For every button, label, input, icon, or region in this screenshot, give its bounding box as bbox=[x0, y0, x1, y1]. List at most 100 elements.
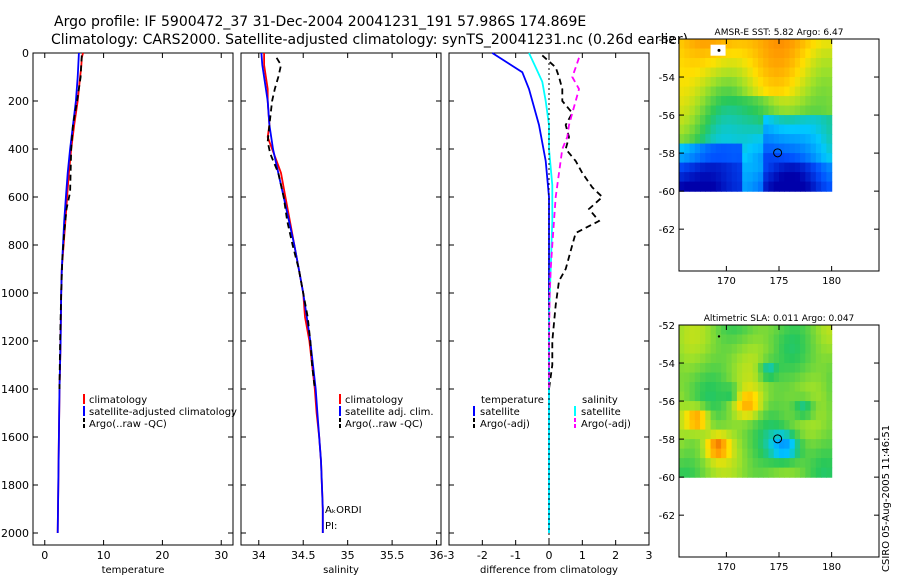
x-tick-label: 180 bbox=[822, 276, 841, 287]
heatmap-cell bbox=[779, 77, 785, 88]
heatmap-cell bbox=[747, 172, 754, 183]
heatmap-cell bbox=[821, 420, 827, 431]
heatmap-cell bbox=[784, 448, 791, 459]
heatmap-cell bbox=[800, 105, 806, 116]
heatmap-cell bbox=[757, 467, 764, 478]
heatmap-cell bbox=[736, 124, 743, 135]
heatmap-cell bbox=[768, 162, 775, 173]
heatmap-cell bbox=[789, 134, 796, 145]
heatmap-cell bbox=[794, 439, 801, 450]
heatmap-cell bbox=[742, 410, 749, 421]
heatmap-cell bbox=[742, 372, 749, 383]
heatmap-cell bbox=[789, 344, 796, 355]
heatmap-cell bbox=[757, 458, 764, 469]
heatmap-cell bbox=[763, 105, 770, 116]
heatmap-cell bbox=[726, 67, 733, 78]
x-tick-label: 0 bbox=[546, 549, 553, 562]
heatmap-cell bbox=[810, 162, 817, 173]
heatmap-cell bbox=[794, 391, 801, 402]
heatmap-cell bbox=[805, 372, 812, 383]
heatmap-cell bbox=[684, 172, 691, 183]
heatmap-cell bbox=[763, 124, 770, 135]
heatmap-cell bbox=[805, 458, 812, 469]
heatmap-cell bbox=[736, 410, 743, 421]
heatmap-cell bbox=[726, 58, 733, 69]
heatmap-cell bbox=[815, 77, 822, 88]
heatmap-cell bbox=[721, 429, 727, 440]
heatmap-cell bbox=[821, 410, 827, 421]
heatmap-cell bbox=[794, 48, 801, 59]
heatmap-cell bbox=[715, 458, 722, 469]
heatmap-cell bbox=[700, 401, 706, 412]
heatmap-cell bbox=[800, 325, 806, 336]
heatmap-cell bbox=[805, 77, 812, 88]
heatmap-cell bbox=[810, 363, 817, 374]
heatmap-cell bbox=[694, 429, 701, 440]
heatmap-cell bbox=[789, 77, 796, 88]
heatmap-cell bbox=[815, 86, 822, 97]
heatmap-cell bbox=[826, 382, 833, 393]
heatmap-cell bbox=[784, 467, 791, 478]
heatmap-cell bbox=[821, 105, 827, 116]
heatmap-cell bbox=[731, 439, 738, 450]
heatmap-cell bbox=[757, 391, 764, 402]
heatmap-cell bbox=[726, 115, 733, 126]
heatmap-cell bbox=[684, 325, 691, 336]
heatmap-cell bbox=[694, 344, 701, 355]
heatmap-cell bbox=[684, 448, 691, 459]
heatmap-cell bbox=[736, 429, 743, 440]
heatmap-cell bbox=[679, 67, 685, 78]
heatmap-cell bbox=[689, 353, 696, 364]
heatmap-cell bbox=[768, 410, 775, 421]
heatmap-cell bbox=[715, 420, 722, 431]
heatmap-cell bbox=[752, 115, 759, 126]
heatmap-cell bbox=[794, 458, 801, 469]
heatmap-cell bbox=[705, 124, 712, 135]
heatmap-cell bbox=[805, 124, 812, 135]
x-tick-label: 30 bbox=[214, 549, 228, 562]
x-tick-label: 20 bbox=[155, 549, 169, 562]
heatmap-cell bbox=[763, 67, 770, 78]
heatmap-cell bbox=[789, 39, 796, 50]
heatmap-cell bbox=[821, 86, 827, 97]
heatmap-cell bbox=[694, 458, 701, 469]
y-tick-label: 1200 bbox=[1, 335, 29, 348]
heatmap-cell bbox=[773, 105, 780, 116]
heatmap-cell bbox=[736, 181, 743, 192]
heatmap-cell bbox=[821, 58, 827, 69]
heatmap-cell bbox=[784, 172, 791, 183]
heatmap-cell bbox=[826, 67, 833, 78]
heatmap-cell bbox=[700, 172, 706, 183]
heatmap-cell bbox=[747, 372, 754, 383]
heatmap-cell bbox=[826, 439, 833, 450]
heatmap-cell bbox=[700, 181, 706, 192]
heatmap-cell bbox=[747, 391, 754, 402]
heatmap-cell bbox=[800, 420, 806, 431]
heatmap-cell bbox=[679, 334, 685, 345]
heatmap-cell bbox=[763, 353, 770, 364]
heatmap-cell bbox=[679, 86, 685, 97]
heatmap-cell bbox=[789, 325, 796, 336]
heatmap-cell bbox=[779, 363, 785, 374]
heatmap-cell bbox=[710, 325, 717, 336]
heatmap-cell bbox=[810, 420, 817, 431]
heatmap-cell bbox=[679, 467, 685, 478]
x-axis-label: salinity bbox=[323, 565, 359, 576]
heatmap-cell bbox=[757, 410, 764, 421]
heatmap-cell bbox=[726, 143, 733, 154]
heatmap-cell bbox=[784, 96, 791, 107]
heatmap-cell bbox=[715, 325, 722, 336]
heatmap-cell bbox=[805, 48, 812, 59]
heatmap-cell bbox=[763, 115, 770, 126]
heatmap-cell bbox=[779, 39, 785, 50]
heatmap-cell bbox=[768, 134, 775, 145]
heatmap-cell bbox=[705, 334, 712, 345]
heatmap-cell bbox=[763, 391, 770, 402]
heatmap-cell bbox=[715, 401, 722, 412]
heatmap-cell bbox=[789, 401, 796, 412]
heatmap-cell bbox=[779, 124, 785, 135]
heatmap-cell bbox=[789, 115, 796, 126]
heatmap-cell bbox=[731, 153, 738, 164]
y-tick-label: -62 bbox=[659, 511, 675, 522]
